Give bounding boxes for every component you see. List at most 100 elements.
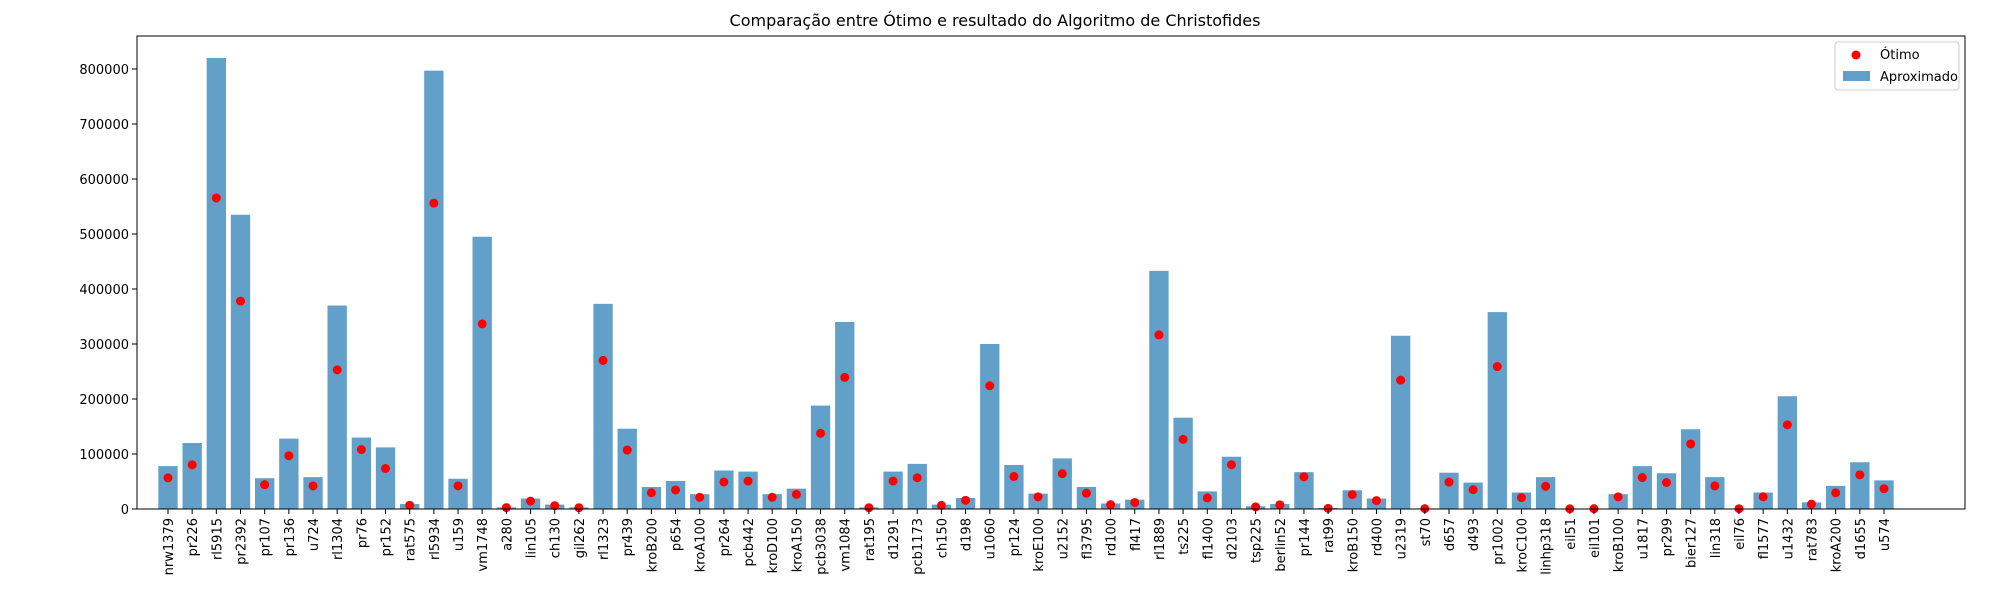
x-tick-label: pcb1173 — [911, 518, 926, 575]
x-tick-label: p654 — [670, 518, 685, 551]
scatter-point — [671, 485, 681, 495]
scatter-point — [1178, 434, 1188, 444]
x-tick-label: linhp318 — [1540, 518, 1555, 575]
x-tick-label: eil76 — [1733, 518, 1748, 550]
y-tick-label: 700000 — [79, 118, 129, 133]
x-tick-label: fl1400 — [1201, 518, 1216, 559]
bar — [714, 470, 734, 509]
scatter-point — [719, 477, 729, 487]
x-tick-label: pr299 — [1660, 518, 1675, 556]
scatter-point — [936, 500, 946, 510]
x-tick-label: u1817 — [1636, 518, 1651, 559]
x-tick-label: d198 — [960, 518, 975, 551]
x-axis: nrw1379 pr226 rl5915 pr2392 pr107 pr136 u724 rl… — [162, 509, 1893, 575]
x-tick-label: rl1323 — [597, 518, 612, 560]
bar — [1173, 417, 1193, 509]
scatter-point — [429, 198, 439, 208]
scatter-point — [1758, 492, 1768, 502]
scatter-point — [961, 495, 971, 505]
x-tick-label: rl1304 — [331, 518, 346, 560]
bar — [1076, 487, 1097, 509]
bar — [255, 478, 275, 509]
x-tick-label: rat575 — [404, 518, 419, 561]
scatter-point — [381, 463, 391, 473]
x-tick-label: a280 — [500, 518, 515, 551]
scatter-series-otimo — [163, 193, 1889, 514]
bar — [1390, 335, 1411, 509]
bar — [1149, 270, 1169, 509]
bar — [835, 322, 855, 509]
x-tick-label: eil101 — [1588, 518, 1603, 558]
bar — [810, 405, 831, 509]
x-tick-label: u2152 — [1056, 518, 1071, 559]
bar — [1608, 494, 1628, 509]
scatter-point — [163, 473, 173, 483]
scatter-point — [1637, 473, 1647, 483]
x-tick-label: kroA100 — [694, 518, 709, 572]
x-tick-label: rl5915 — [210, 518, 225, 560]
bar — [1487, 312, 1507, 509]
x-tick-label: pr136 — [283, 518, 298, 556]
bar — [1342, 490, 1362, 509]
x-tick-label: gil262 — [573, 518, 588, 558]
y-tick-label: 800000 — [79, 63, 129, 78]
bar — [883, 471, 903, 509]
scatter-point — [622, 445, 632, 455]
bar — [1777, 396, 1797, 509]
scatter-point — [332, 365, 342, 375]
x-tick-label: ch130 — [549, 518, 564, 558]
x-tick-label: pr152 — [380, 518, 395, 556]
scatter-point — [1686, 439, 1696, 449]
y-axis: 0 100000 200000 300000 400000 500000 600000 700… — [79, 63, 137, 518]
bar — [907, 463, 927, 509]
x-tick-label: vm1748 — [476, 518, 491, 571]
scatter-point — [1371, 496, 1381, 506]
bar — [1850, 462, 1870, 509]
scatter-point — [1081, 488, 1091, 498]
y-tick-label: 500000 — [79, 228, 129, 243]
x-tick-label: d493 — [1467, 518, 1482, 551]
y-tick-label: 400000 — [79, 283, 129, 298]
x-tick-label: d657 — [1443, 518, 1458, 551]
bar — [303, 477, 323, 509]
x-tick-label: kroC100 — [1515, 518, 1530, 572]
bar — [158, 466, 178, 509]
x-tick-label: d2103 — [1225, 518, 1240, 559]
scatter-point — [767, 492, 777, 502]
x-tick-label: kroA150 — [790, 518, 805, 572]
scatter-point — [211, 193, 221, 203]
x-tick-label: pr107 — [259, 518, 274, 556]
scatter-point — [356, 445, 366, 455]
scatter-point — [1154, 330, 1164, 340]
scatter-point — [912, 473, 922, 483]
x-tick-label: vm1084 — [839, 518, 854, 571]
scatter-point — [1396, 375, 1406, 385]
x-tick-label: pr439 — [621, 518, 636, 556]
bar — [738, 471, 758, 509]
y-tick-label: 100000 — [79, 448, 129, 463]
x-tick-label: ch150 — [935, 518, 950, 558]
x-tick-label: st70 — [1419, 518, 1434, 546]
scatter-point — [695, 492, 705, 502]
x-tick-label: lin318 — [1709, 518, 1724, 558]
scatter-point — [1855, 470, 1865, 480]
bar — [1535, 477, 1556, 509]
scatter-point — [526, 496, 536, 506]
x-tick-label: rl5934 — [428, 518, 443, 560]
scatter-point — [1806, 499, 1816, 509]
scatter-point — [477, 319, 487, 329]
bar — [1221, 456, 1242, 509]
x-tick-label: pr226 — [186, 518, 201, 556]
scatter-point — [1057, 469, 1067, 479]
scatter-point — [646, 488, 656, 498]
x-tick-label: kroA200 — [1830, 518, 1845, 572]
scatter-point — [1347, 490, 1357, 500]
bar — [1825, 485, 1846, 509]
y-tick-label: 0 — [121, 503, 129, 518]
scatter-point — [260, 480, 270, 490]
scatter-point — [236, 296, 246, 306]
x-tick-label: kroB200 — [645, 518, 660, 572]
bar — [1656, 473, 1677, 509]
x-tick-label: ts225 — [1177, 518, 1192, 555]
x-tick-label: rat99 — [1322, 518, 1337, 553]
